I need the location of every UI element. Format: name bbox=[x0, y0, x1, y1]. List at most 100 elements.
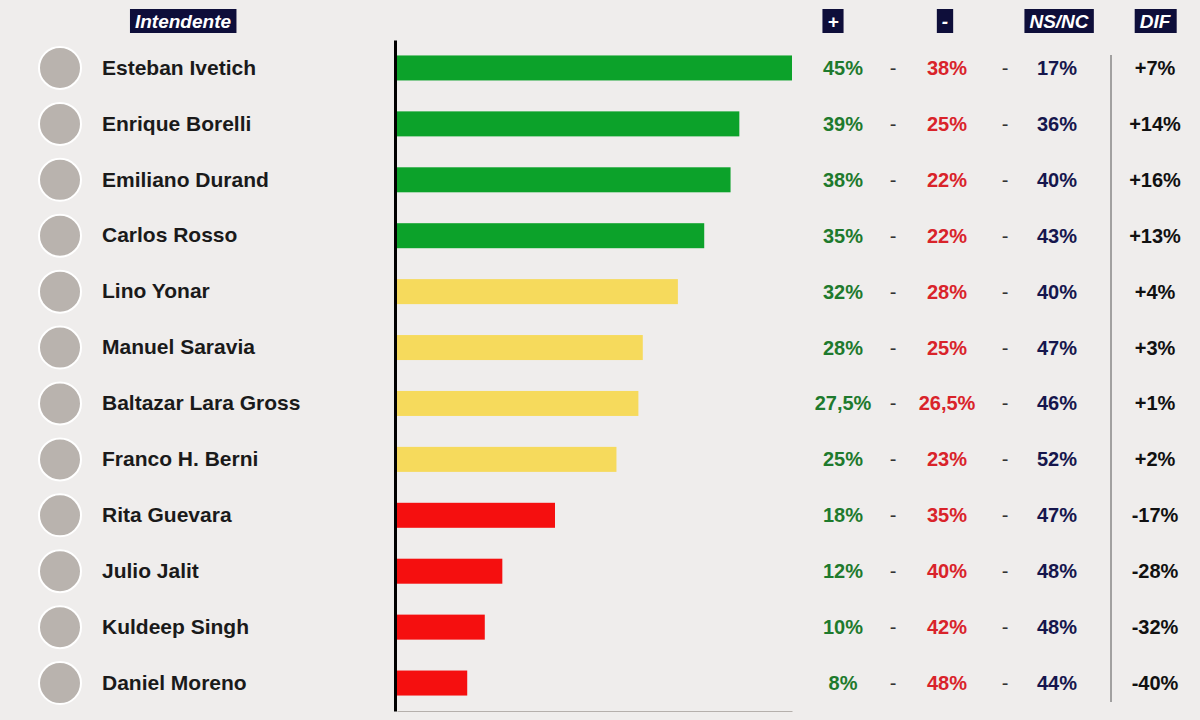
data-label: 28% bbox=[823, 337, 863, 359]
separator: - bbox=[1002, 169, 1009, 191]
bar bbox=[397, 447, 616, 472]
bar bbox=[397, 615, 485, 640]
separator: - bbox=[890, 560, 897, 582]
column-value: 40% bbox=[1037, 169, 1077, 191]
category-axis-line bbox=[394, 41, 397, 712]
table: 45%39%38%35%32%28%27,5%25%18%12%10%8%---… bbox=[815, 57, 1181, 694]
avatar bbox=[39, 103, 81, 145]
bar bbox=[397, 111, 739, 136]
separator: - bbox=[890, 225, 897, 247]
column-2-header-text: DIF bbox=[1140, 11, 1172, 32]
separator: - bbox=[890, 392, 897, 414]
category-label: Emiliano Durand bbox=[102, 168, 269, 191]
bars bbox=[397, 55, 792, 695]
column-0-header-box bbox=[937, 9, 953, 33]
category-label: Manuel Saravia bbox=[102, 335, 255, 358]
data-label: 38% bbox=[823, 169, 863, 191]
data-label: 12% bbox=[823, 560, 863, 582]
column-value: 35% bbox=[927, 504, 967, 526]
column-value: +3% bbox=[1135, 337, 1176, 359]
column-value: 48% bbox=[927, 672, 967, 694]
value-header-text: + bbox=[827, 11, 838, 32]
bar bbox=[397, 279, 678, 304]
bar bbox=[397, 503, 555, 528]
column-value: 47% bbox=[1037, 504, 1077, 526]
column-value: 26,5% bbox=[919, 392, 976, 414]
data-label: 25% bbox=[823, 448, 863, 470]
column-value: -32% bbox=[1132, 616, 1179, 638]
category-tick: Rita Guevara bbox=[102, 503, 395, 526]
column-value: 17% bbox=[1037, 57, 1077, 79]
avatar bbox=[39, 438, 81, 480]
separator: - bbox=[890, 57, 897, 79]
category-label: Julio Jalit bbox=[102, 559, 199, 582]
separator: - bbox=[890, 504, 897, 526]
column-value: 28% bbox=[927, 281, 967, 303]
value-header-box bbox=[822, 9, 843, 33]
bar bbox=[397, 559, 502, 584]
chart: Intendente + - NS/NC DIF Esteban Ivetich Enriq… bbox=[0, 0, 1200, 720]
separator: - bbox=[1002, 504, 1009, 526]
separator: - bbox=[890, 337, 897, 359]
background bbox=[0, 0, 1200, 720]
category-tick: Baltazar Lara Gross bbox=[102, 391, 395, 414]
category-tick: Franco H. Berni bbox=[102, 447, 395, 470]
separator: - bbox=[1002, 57, 1009, 79]
avatar bbox=[39, 47, 81, 89]
category-label: Baltazar Lara Gross bbox=[102, 391, 300, 414]
column-0-header: - bbox=[937, 9, 953, 33]
separator: - bbox=[890, 281, 897, 303]
category-header-text: Intendente bbox=[135, 11, 231, 32]
separator: - bbox=[1002, 560, 1009, 582]
category-label: Esteban Ivetich bbox=[102, 56, 256, 79]
separator: - bbox=[1002, 281, 1009, 303]
column-value: 25% bbox=[927, 113, 967, 135]
column-value: 23% bbox=[927, 448, 967, 470]
column-value: 42% bbox=[927, 616, 967, 638]
bar bbox=[397, 55, 792, 80]
category-label: Carlos Rosso bbox=[102, 223, 237, 246]
category-tick: Emiliano Durand bbox=[102, 168, 395, 191]
column-value: 22% bbox=[927, 225, 967, 247]
separator: - bbox=[1002, 672, 1009, 694]
category-label: Kuldeep Singh bbox=[102, 615, 249, 638]
column-value: 38% bbox=[927, 57, 967, 79]
avatar bbox=[39, 382, 81, 424]
bar bbox=[397, 167, 731, 192]
value-axis bbox=[398, 711, 793, 712]
column-value: 43% bbox=[1037, 225, 1077, 247]
column-2-header: DIF bbox=[1135, 9, 1177, 33]
column-value: 44% bbox=[1037, 672, 1077, 694]
separator: - bbox=[1002, 225, 1009, 247]
bar bbox=[397, 671, 467, 696]
avatar bbox=[39, 606, 81, 648]
category-tick: Lino Yonar bbox=[102, 279, 395, 302]
column-value: 52% bbox=[1037, 448, 1077, 470]
separator: - bbox=[890, 672, 897, 694]
column-1-header-box bbox=[1024, 9, 1093, 33]
column-value: 48% bbox=[1037, 560, 1077, 582]
separator: - bbox=[890, 113, 897, 135]
column-value: +13% bbox=[1129, 225, 1181, 247]
column-value: 47% bbox=[1037, 337, 1077, 359]
avatar bbox=[39, 662, 81, 704]
separator: - bbox=[1002, 337, 1009, 359]
column-value: +2% bbox=[1135, 448, 1176, 470]
category-label: Lino Yonar bbox=[102, 279, 210, 302]
avatar bbox=[39, 271, 81, 313]
avatar bbox=[39, 159, 81, 201]
category-tick: Enrique Borelli bbox=[102, 112, 395, 135]
column-divider bbox=[1111, 55, 1112, 702]
value-axis-line bbox=[398, 711, 793, 712]
category-tick: Julio Jalit bbox=[102, 559, 395, 582]
column-1-header-text: NS/NC bbox=[1029, 11, 1088, 32]
category-axis: Esteban Ivetich Enrique Borelli Emiliano D… bbox=[102, 41, 396, 712]
data-label: 10% bbox=[823, 616, 863, 638]
column-value: 46% bbox=[1037, 392, 1077, 414]
data-label: 45% bbox=[823, 57, 863, 79]
bar bbox=[397, 335, 643, 360]
column-value: -40% bbox=[1132, 672, 1179, 694]
category-label: Franco H. Berni bbox=[102, 447, 258, 470]
category-tick: Manuel Saravia bbox=[102, 335, 395, 358]
separator: - bbox=[890, 616, 897, 638]
